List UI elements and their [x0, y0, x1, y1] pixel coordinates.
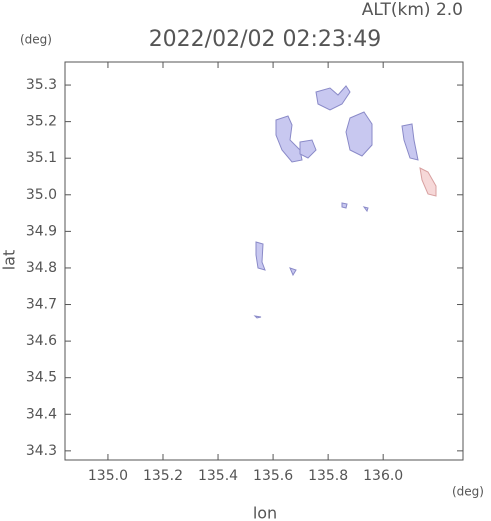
- y-tick-label: 34.6: [26, 333, 57, 349]
- echo: [419, 167, 437, 197]
- chart-title: 2022/02/02 02:23:49: [149, 27, 382, 52]
- y-tick-label: 35.0: [26, 187, 57, 203]
- echo: [341, 202, 348, 209]
- x-tick-label: 136.0: [363, 468, 403, 484]
- echo: [275, 115, 303, 163]
- y-tick-label: 35.1: [26, 150, 57, 166]
- echo: [345, 111, 373, 157]
- x-unit: (deg): [452, 485, 484, 499]
- echo: [255, 241, 266, 271]
- echo: [289, 267, 297, 277]
- plot-frame: [64, 61, 464, 461]
- y-tick-label: 35.2: [26, 114, 57, 130]
- x-axis-label: lon: [253, 504, 277, 521]
- chart-subtitle: ALT(km) 2.0: [362, 0, 463, 20]
- y-tick-label: 34.9: [26, 223, 57, 239]
- y-axis-label: lat: [0, 250, 19, 271]
- y-tick-label: 34.7: [26, 297, 57, 313]
- x-tick-label: 135.4: [198, 468, 238, 484]
- x-tick-label: 135.0: [88, 468, 128, 484]
- echo: [253, 315, 262, 319]
- y-tick-label: 34.4: [26, 406, 57, 422]
- y-tick-label: 34.8: [26, 260, 57, 276]
- y-tick-label: 34.3: [26, 443, 57, 459]
- echoes: [253, 85, 437, 319]
- echo: [299, 139, 317, 159]
- x-tick-label: 135.2: [143, 468, 183, 484]
- x-tick-label: 135.6: [253, 468, 293, 484]
- x-tick-label: 135.8: [308, 468, 348, 484]
- y-unit: (deg): [20, 33, 52, 47]
- echo: [401, 123, 419, 161]
- y-tick-label: 35.3: [26, 77, 57, 93]
- echo: [315, 85, 351, 111]
- y-tick-label: 34.5: [26, 370, 57, 386]
- echo: [362, 206, 369, 213]
